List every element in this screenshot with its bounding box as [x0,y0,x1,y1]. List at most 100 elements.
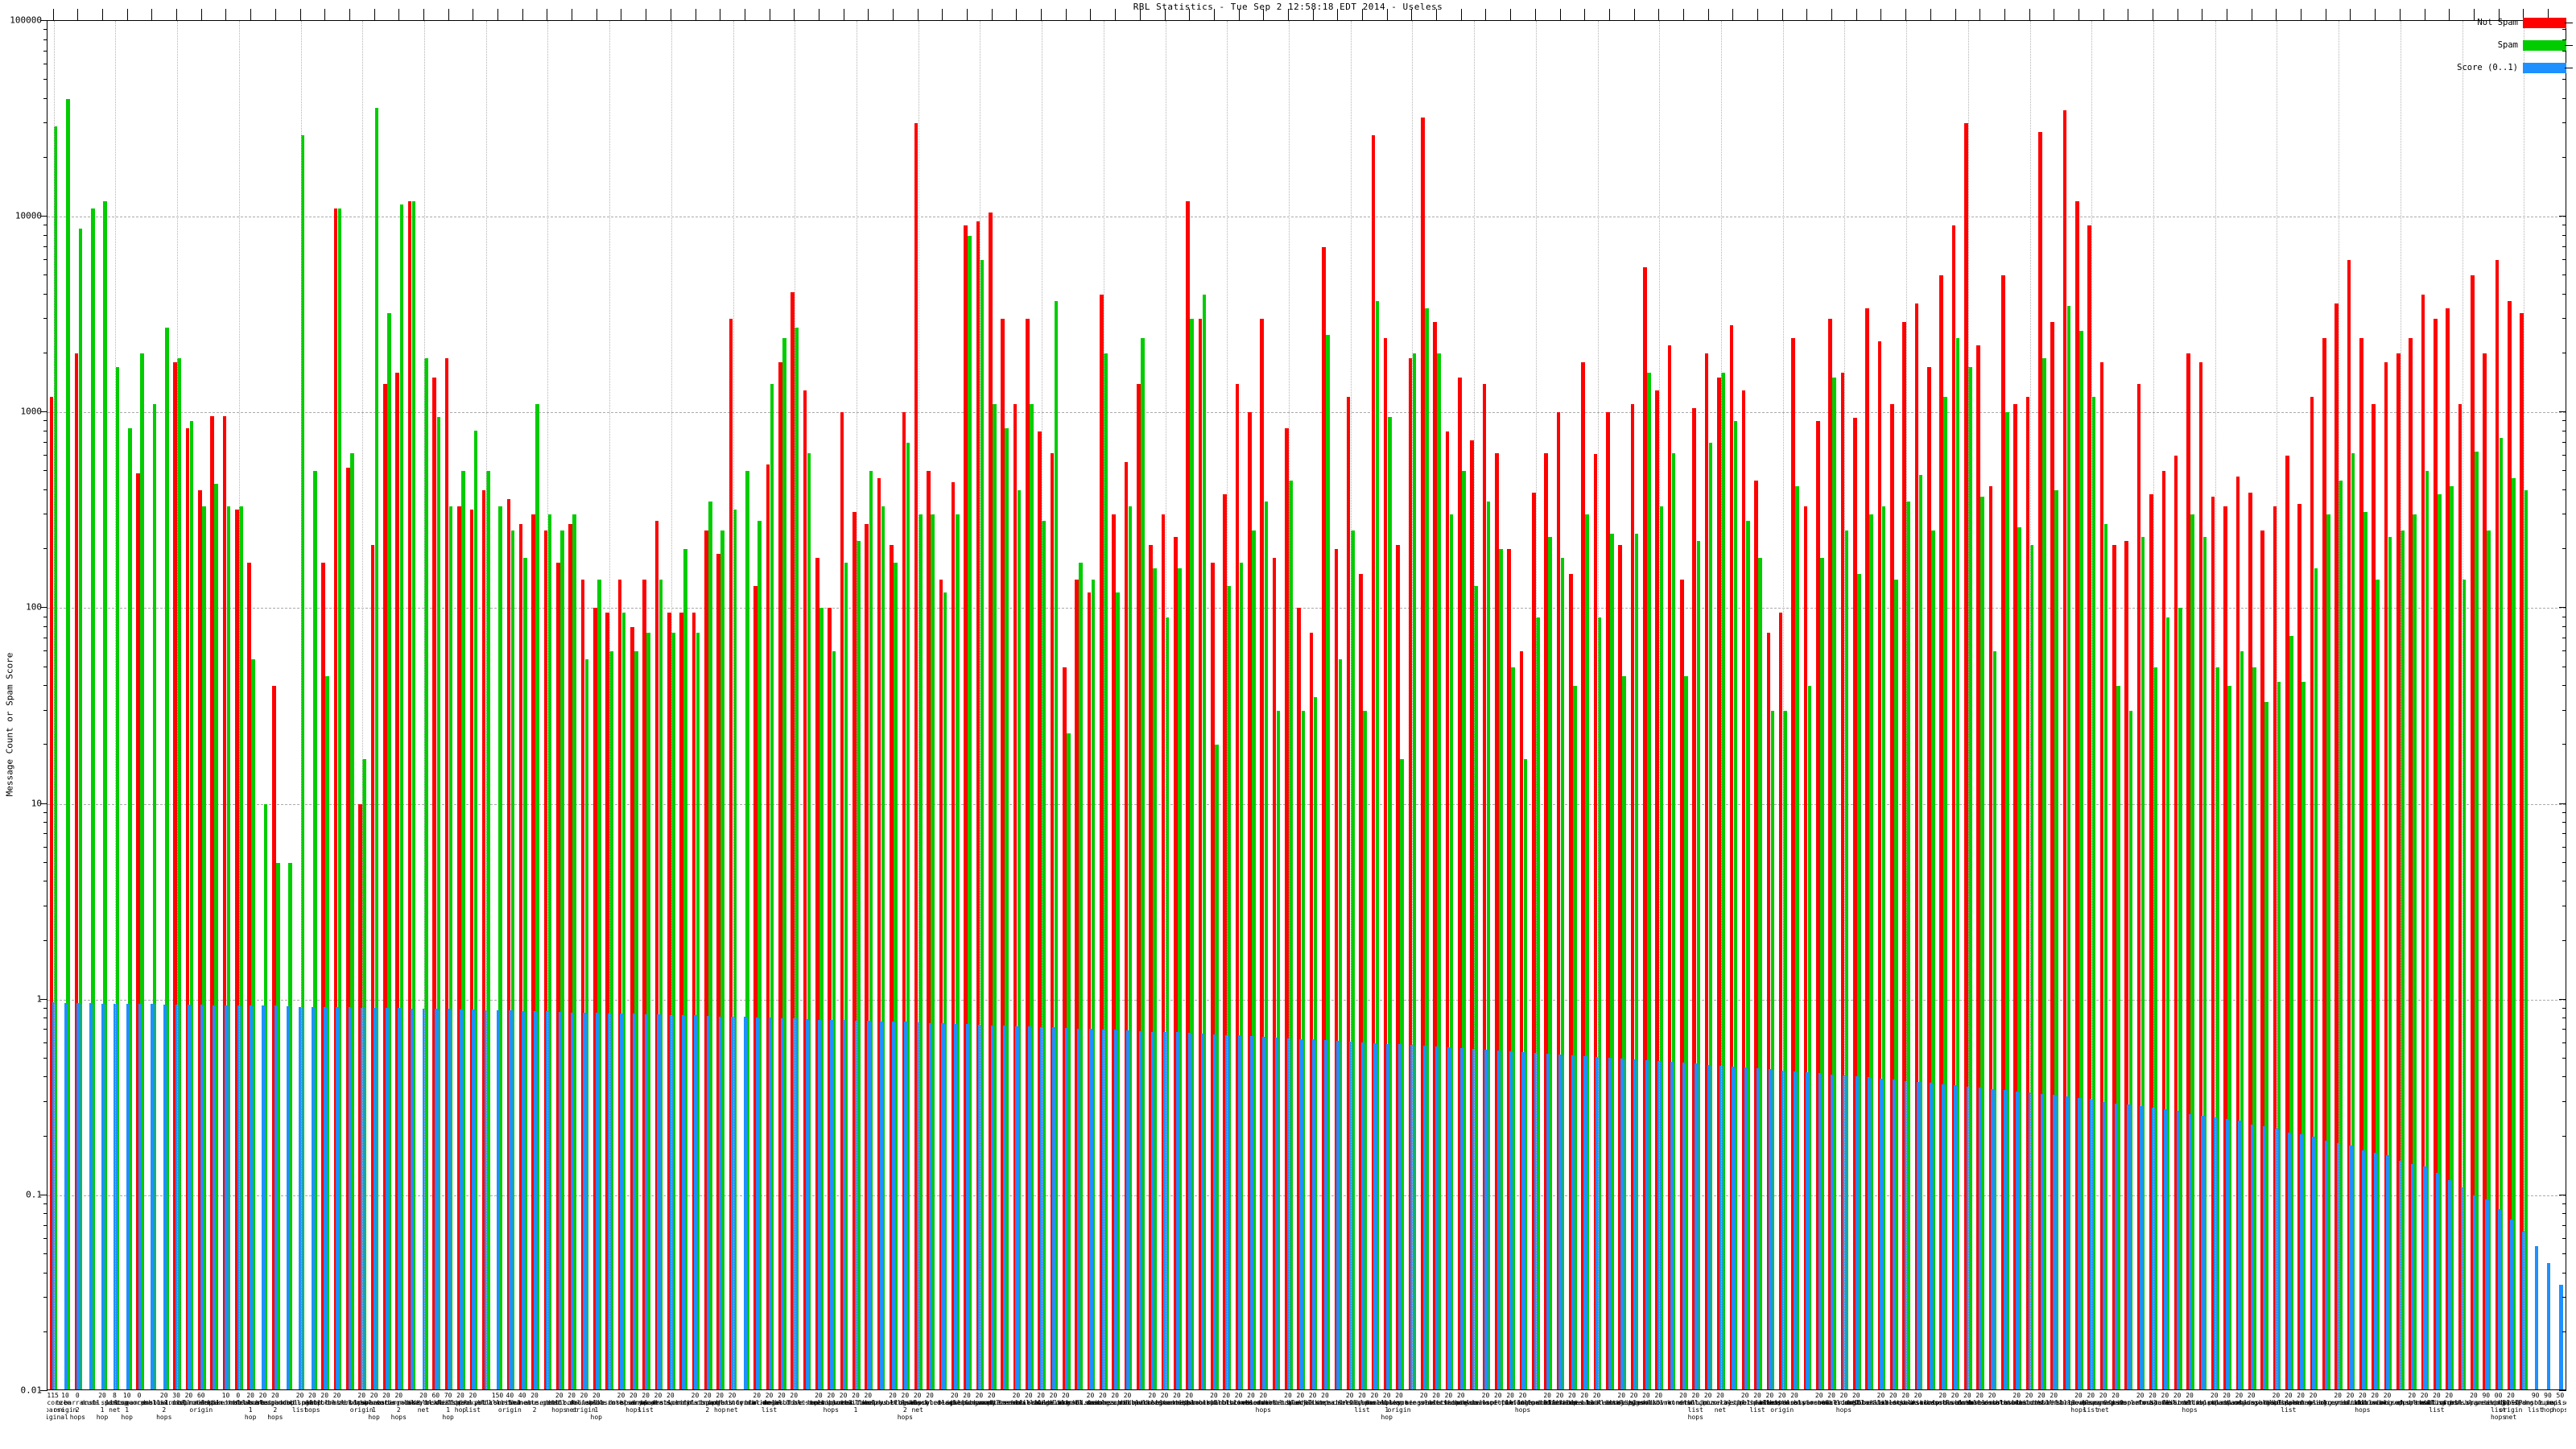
y-axis-minor-tick [2562,79,2566,80]
legend-swatch-not-spam [2523,17,2566,28]
legend-item-score: Score (0..1) [2393,56,2573,79]
bar-spam [621,612,626,1389]
bar-not-spam [1741,390,1746,1389]
bar-spam [448,506,453,1389]
bar-not-spam [358,803,362,1389]
grid-line-vertical [2029,21,2031,1389]
bar-not-spam [592,608,597,1389]
y-axis-minor-tick [2562,1272,2566,1274]
bar-spam [1202,294,1207,1389]
x-axis-tick [1337,9,1339,20]
bar-spam [1770,710,1775,1389]
x-axis-tick-label: 150 psbl.surriel [474,1392,521,1406]
bar-not-spam [1433,321,1437,1389]
grid-line-vertical [1659,21,1661,1389]
x-axis-tick-label: 20 korea.services.net [1315,1392,1385,1406]
x-axis-tick-label: 20 dnsbl.spfbl.net [2247,1392,2306,1406]
x-axis-tick [1213,9,1215,20]
y-axis-minor-tick [2562,420,2566,422]
bar-spam [325,675,330,1389]
bar-not-spam [828,608,832,1389]
legend-swatch-score [2523,62,2566,73]
bar-spam [2178,608,2182,1389]
x-axis-tick-label: 20 spamtrap.trblspam [1156,1392,1223,1406]
y-axis-minor-tick [43,811,47,813]
x-axis-tick-label: 20 psky.me origin [1385,1392,1413,1414]
x-axis-tick-label: 20 dul.dnsbl.sorbs [1876,1392,1935,1406]
bar-not-spam [1532,492,1536,1389]
bar-not-spam [1766,632,1771,1389]
bar-not-spam [2136,383,2141,1389]
bar-spam [2128,710,2133,1389]
x-axis-tick-label: 20 badconf.rhsbl.sorbs [2017,1392,2091,1406]
y-axis-minor-tick [43,156,47,158]
x-axis-tick-label: 20 blacklist.woody [937,1392,997,1406]
bar-spam [1178,568,1182,1389]
bar-not-spam [1593,454,1598,1389]
x-axis-tick-label: 20 bl.spameatingmonkey [349,1392,423,1406]
x-axis-tick-label: 20 access.redhawk.org [1092,1392,1162,1406]
x-axis-tick [77,9,79,20]
y-axis-minor-tick [2562,822,2566,824]
bar-score [1003,1026,1007,1389]
x-axis-tick-label: 20 rbl.suresupport [789,1392,848,1406]
grid-line-vertical [485,21,487,1389]
bar-score [1212,1034,1217,1389]
bar-not-spam [333,208,338,1389]
bar-spam [2140,537,2145,1389]
x-axis-tick-label: 20 misc.dnsbl.sorbs [1911,1392,1974,1406]
bar-spam [992,404,997,1389]
bar-score [1509,1051,1513,1389]
bar-not-spam [1556,412,1561,1389]
bar-spam [1659,506,1664,1389]
bar-not-spam [1075,579,1079,1389]
bar-not-spam [1174,537,1178,1389]
bar-spam [498,506,502,1389]
x-axis-tick [448,9,449,20]
bar-score [1435,1046,1439,1389]
bar-score [2497,1209,2501,1389]
bar-spam [1079,563,1083,1389]
bar-not-spam [1494,452,1499,1389]
bar-score [373,1007,377,1389]
bar-spam [2215,667,2219,1389]
bar-not-spam [1964,123,1968,1389]
grid-line-horizontal [47,608,2566,609]
legend-label-not-spam: Not Spam [2477,18,2518,27]
bar-score [1027,1026,1032,1389]
x-axis-tick-label: 10 dnsbl.dronebl [200,1392,251,1406]
x-axis-tick-label: 20 nomail.rhsbl.sorbs [2006,1392,2077,1406]
bar-score [595,1013,600,1389]
y-axis-minor-tick [2562,861,2566,863]
x-axis-tick-label: 20 bl.deadbeef.com [925,1392,984,1406]
bar-score [287,1005,291,1389]
bar-spam [535,404,539,1389]
x-axis-tick-label: 20 list.dnswl net [403,1392,444,1414]
bar-spam [844,563,848,1389]
x-axis-tick-label: 20 dnsbl.inps.de hops [608,1392,659,1414]
x-axis-tick-label: 60 bl.blocklist.de [407,1392,465,1406]
bar-spam [1005,427,1009,1389]
bar-score [1558,1054,1563,1389]
bar-score [1571,1055,1575,1389]
bar-spam [485,471,490,1389]
bar-spam [1054,301,1059,1389]
bar-not-spam [1359,573,1363,1389]
bar-score [101,1003,105,1389]
bar-spam [1968,367,1972,1389]
x-axis-tick-label: 20 virus.rbl.jp net [1697,1392,1744,1414]
bar-spam [980,260,985,1389]
bar-not-spam [383,383,387,1389]
legend-item-spam: Spam [2393,34,2573,56]
bar-spam [2202,537,2207,1389]
x-axis-tick-label: 20 dob.sibl.support [2355,1392,2419,1406]
grid-line-horizontal [47,999,2566,1001]
grid-line-horizontal [47,412,2566,414]
bar-score [1385,1043,1390,1389]
x-axis-tick-label: 20 0spamtrust.fusion [2120,1392,2186,1406]
page-title: RBL Statistics - Tue Sep 2 12:58:18 EDT … [1133,2,1443,12]
bar-spam [1104,353,1108,1389]
x-axis-tick [1930,9,1931,20]
bar-spam [683,549,687,1389]
bar-score [1695,1063,1699,1389]
